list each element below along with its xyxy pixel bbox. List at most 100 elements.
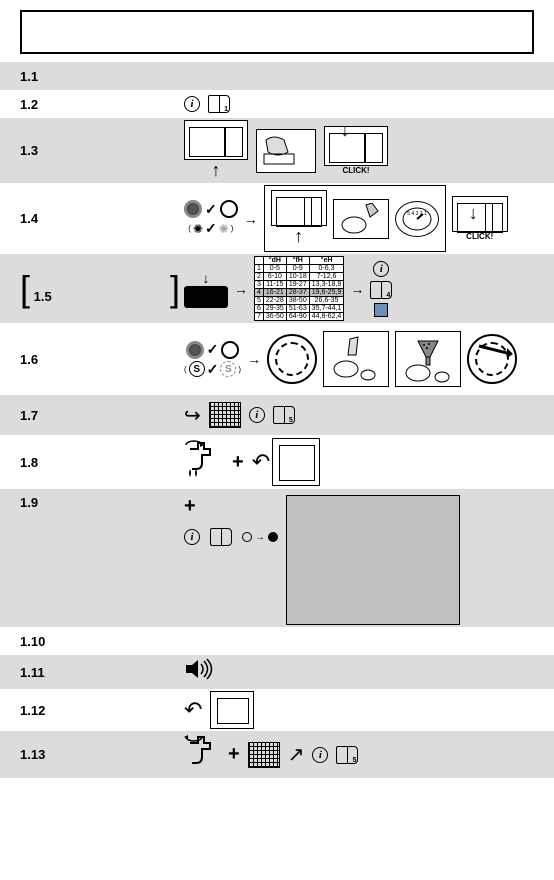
detergent-dispenser-icon: [271, 190, 327, 226]
table-cell: 29-35: [263, 305, 286, 313]
arrow-up-icon: ↑: [212, 160, 221, 181]
table-cell: 0-9: [286, 265, 309, 273]
table-header: °fH: [286, 257, 309, 265]
close-door-group: ↶: [252, 438, 320, 486]
click-text: CLICK!: [466, 232, 493, 241]
dispenser-click: ↓ CLICK!: [324, 126, 388, 175]
table-cell: 38-50: [286, 297, 309, 305]
led-off-icon: [220, 200, 238, 218]
arrow-up-icon: ↑: [294, 226, 303, 247]
info-icon: i: [184, 96, 200, 112]
curved-arrow-icon: ↶: [184, 697, 202, 723]
step-number: 1.10: [20, 634, 60, 649]
manual-ref: 4: [386, 292, 390, 299]
table-row: 10-50-90-6,3: [255, 265, 344, 273]
step-number: 1.6: [20, 352, 60, 367]
plus-icon: +: [232, 451, 244, 474]
step-number: 1.13: [20, 747, 60, 762]
led-off-icon: [221, 341, 239, 359]
tap-close-icon: [184, 733, 220, 776]
row-1-3: 1.3 ↑ ↓ CLICK!: [0, 118, 554, 183]
table-cell: 36-50: [263, 313, 286, 321]
step-number: 1.9: [20, 495, 60, 510]
led-on-icon: [184, 200, 202, 218]
step-number: 1.4: [20, 211, 60, 226]
table-row: 629-3551-6335,7-44,1: [255, 305, 344, 313]
row-1-7: 1.7 ↪ i 5: [0, 395, 554, 435]
hand-svg: [262, 134, 310, 168]
row-1-6: 1.6 ✓ (S ✓ S) →: [0, 323, 554, 395]
salt-s-dim-icon: S: [220, 361, 236, 377]
page: 1.1 1.2 i 1 1.3 ↑: [0, 10, 554, 778]
table-cell: 3: [255, 281, 264, 289]
row-1-8: 1.8 + ↶: [0, 435, 554, 489]
table-header: °eH: [309, 257, 344, 265]
manual-ref: 5: [289, 417, 293, 424]
salt-indicator-group: ✓ (S ✓ S): [184, 341, 241, 378]
detergent-dispenser-icon: ↓: [324, 126, 388, 166]
row-1-9: 1.9 + i →: [0, 489, 554, 627]
table-cell: 19,6-25,9: [309, 289, 344, 297]
title-box: [20, 10, 534, 54]
state-change-icon: →: [242, 532, 278, 543]
table-header: [255, 257, 264, 265]
table-cell: 11-15: [263, 281, 286, 289]
svg-text:5 4 3 2 1: 5 4 3 2 1: [407, 211, 427, 217]
table-cell: 7-12,6: [309, 273, 344, 281]
table-cell: 22-28: [263, 297, 286, 305]
table-cell: 0-6,3: [309, 265, 344, 273]
check-icon: ✓: [207, 361, 219, 378]
table-cell: 13,3-18,9: [309, 281, 344, 289]
row-1-10: 1.10: [0, 627, 554, 655]
led-on-icon: [186, 341, 204, 359]
curved-arrow-out-icon: ↗: [288, 742, 305, 767]
manual-ref: 5: [353, 757, 357, 764]
program-select-group: + i →: [184, 495, 278, 546]
row-1-1: 1.1: [0, 62, 554, 90]
table-cell: 26,6-35: [309, 297, 344, 305]
step-number: 1.11: [20, 665, 60, 680]
dish-basket-icon: [209, 402, 241, 428]
check-icon: ✓: [205, 220, 217, 237]
manual-icon: 5: [273, 406, 295, 424]
step-number: [ 1.5: [20, 268, 60, 310]
step-label: ]: [60, 269, 180, 309]
table-cell: 28-37: [286, 289, 309, 297]
manual-icon: [210, 528, 232, 546]
row-1-5: [ 1.5 ] ↓ → °dH °fH °eH 10-50-90-6,326-1…: [0, 254, 554, 323]
table-cell: 10-18: [286, 273, 309, 281]
pour-salt-icon: [395, 331, 461, 387]
table-cell: 6-10: [263, 273, 286, 281]
row-1-11: 1.11: [0, 655, 554, 689]
table-cell: 1: [255, 265, 264, 273]
detergent-dispenser-icon: [184, 120, 248, 160]
row-1-4: 1.4 ✓ (✺ ✓ ✺) → ↑: [0, 183, 554, 254]
table-cell: 64-90: [286, 313, 309, 321]
bracket-group: ↑ 5 4 3 2 1: [264, 185, 446, 252]
table-cell: 5: [255, 297, 264, 305]
check-icon: ✓: [205, 201, 217, 218]
table-cell: 6: [255, 305, 264, 313]
table-cell: 0-5: [263, 265, 286, 273]
step-number: 1.12: [20, 703, 60, 718]
table-cell: 19-27: [286, 281, 309, 289]
dish-basket-icon: [248, 742, 280, 768]
step-number: 1.3: [20, 143, 60, 158]
row-1-13: 1.13 + ↗ i 5: [0, 731, 554, 778]
display-panel-icon: [184, 286, 228, 308]
arrow-down-icon: ↓: [203, 270, 210, 286]
hardness-table: °dH °fH °eH 10-50-90-6,326-1010-187-12,6…: [254, 256, 344, 321]
click-text: CLICK!: [342, 166, 369, 175]
program-table-placeholder: [286, 495, 460, 625]
dishwasher-door-icon: [272, 438, 320, 486]
step-number: 1.8: [20, 455, 60, 470]
manual-icon: 1: [208, 95, 230, 113]
row-1-2: 1.2 i 1: [0, 90, 554, 118]
salt-cap-icon: [267, 334, 317, 384]
table-cell: 51-63: [286, 305, 309, 313]
step-number-text: 1.5: [34, 289, 52, 304]
info-icon: i: [184, 529, 200, 545]
table-cell: 4: [255, 289, 264, 297]
detergent-dispenser-icon: ↓: [452, 196, 508, 232]
bracket-right-icon: ]: [170, 269, 180, 309]
